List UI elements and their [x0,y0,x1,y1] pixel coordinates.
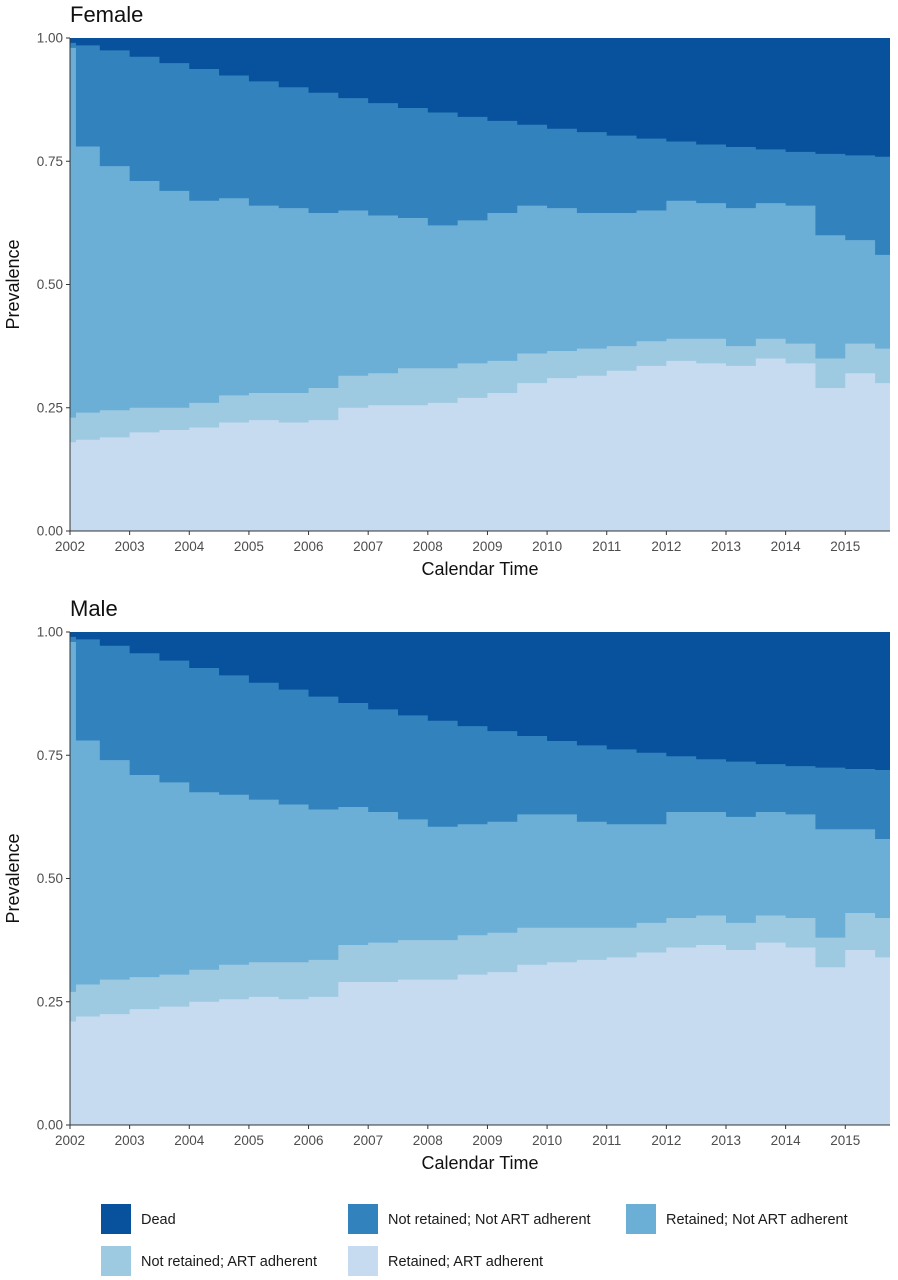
legend-swatch [626,1204,656,1234]
x-axis-title: Calendar Time [421,1153,538,1173]
area-retained-art-adherent [70,358,890,531]
x-tick-label: 2006 [294,1133,324,1148]
legend-swatch [101,1204,131,1234]
x-tick-label: 2003 [115,539,145,554]
x-tick-label: 2010 [532,1133,562,1148]
x-tick-label: 2013 [711,1133,741,1148]
y-tick-label: 0.25 [37,994,63,1009]
legend-label: Retained; ART adherent [388,1254,543,1270]
panel-male: Male 0.00 0.25 0.50 0.75 1.00 2002 2003 2004 2005… [3,596,890,1173]
x-tick-label: 2008 [413,1133,443,1148]
x-tick-label: 2007 [353,539,383,554]
x-tick-label: 2011 [592,539,621,554]
x-tick-label: 2013 [711,539,741,554]
x-tick-label: 2002 [55,539,85,554]
legend-item-retained-not-art-adherent: Retained; Not ART adherent [626,1204,848,1234]
x-tick-label: 2008 [413,539,443,554]
legend-label: Not retained; Not ART adherent [388,1212,591,1228]
legend-item-not-retained-not-art-adherent: Not retained; Not ART adherent [348,1204,591,1234]
legend: Dead Not retained; Not ART adherent Retain… [101,1204,848,1276]
y-tick-label: 0.75 [37,748,63,763]
panel-title: Female [70,2,143,27]
x-tick-label: 2010 [532,539,562,554]
legend-swatch [348,1246,378,1276]
x-tick-label: 2009 [472,539,502,554]
y-tick-label: 0.00 [37,1118,63,1133]
x-tick-label: 2009 [472,1133,502,1148]
area-retained-art-adherent [70,942,890,1125]
y-axis-title: Prevalence [3,239,23,329]
x-tick-label: 2002 [55,1133,85,1148]
panel-title: Male [70,596,118,621]
y-tick-label: 0.00 [37,524,63,539]
y-tick-label: 0.75 [37,154,63,169]
x-tick-label: 2003 [115,1133,145,1148]
x-tick-label: 2015 [830,1133,860,1148]
x-tick-label: 2007 [353,1133,383,1148]
legend-label: Not retained; ART adherent [141,1254,317,1270]
x-tick-label: 2006 [294,539,324,554]
panel-female: Female 0.00 0.25 0.50 0.75 1.00 2002 2003 2004 20… [3,2,890,579]
x-tick-label: 2005 [234,1133,264,1148]
y-tick-label: 0.50 [37,871,63,886]
legend-item-retained-art-adherent: Retained; ART adherent [348,1246,543,1276]
y-tick-label: 0.25 [37,400,63,415]
x-tick-label: 2012 [651,539,681,554]
x-tick-label: 2014 [771,1133,802,1148]
legend-item-dead: Dead [101,1204,176,1234]
x-tick-label: 2004 [174,539,205,554]
x-tick-label: 2012 [651,1133,681,1148]
y-tick-label: 0.50 [37,277,63,292]
legend-swatch [348,1204,378,1234]
legend-swatch [101,1246,131,1276]
y-axis-title: Prevalence [3,833,23,923]
x-tick-label: 2014 [771,539,802,554]
x-tick-label: 2004 [174,1133,205,1148]
x-tick-label: 2011 [592,1133,621,1148]
legend-item-not-retained-art-adherent: Not retained; ART adherent [101,1246,317,1276]
legend-label: Retained; Not ART adherent [666,1212,848,1228]
x-tick-label: 2015 [830,539,860,554]
y-tick-label: 1.00 [37,31,63,46]
y-tick-label: 1.00 [37,625,63,640]
x-tick-label: 2005 [234,539,264,554]
legend-label: Dead [141,1212,176,1228]
x-axis-title: Calendar Time [421,559,538,579]
